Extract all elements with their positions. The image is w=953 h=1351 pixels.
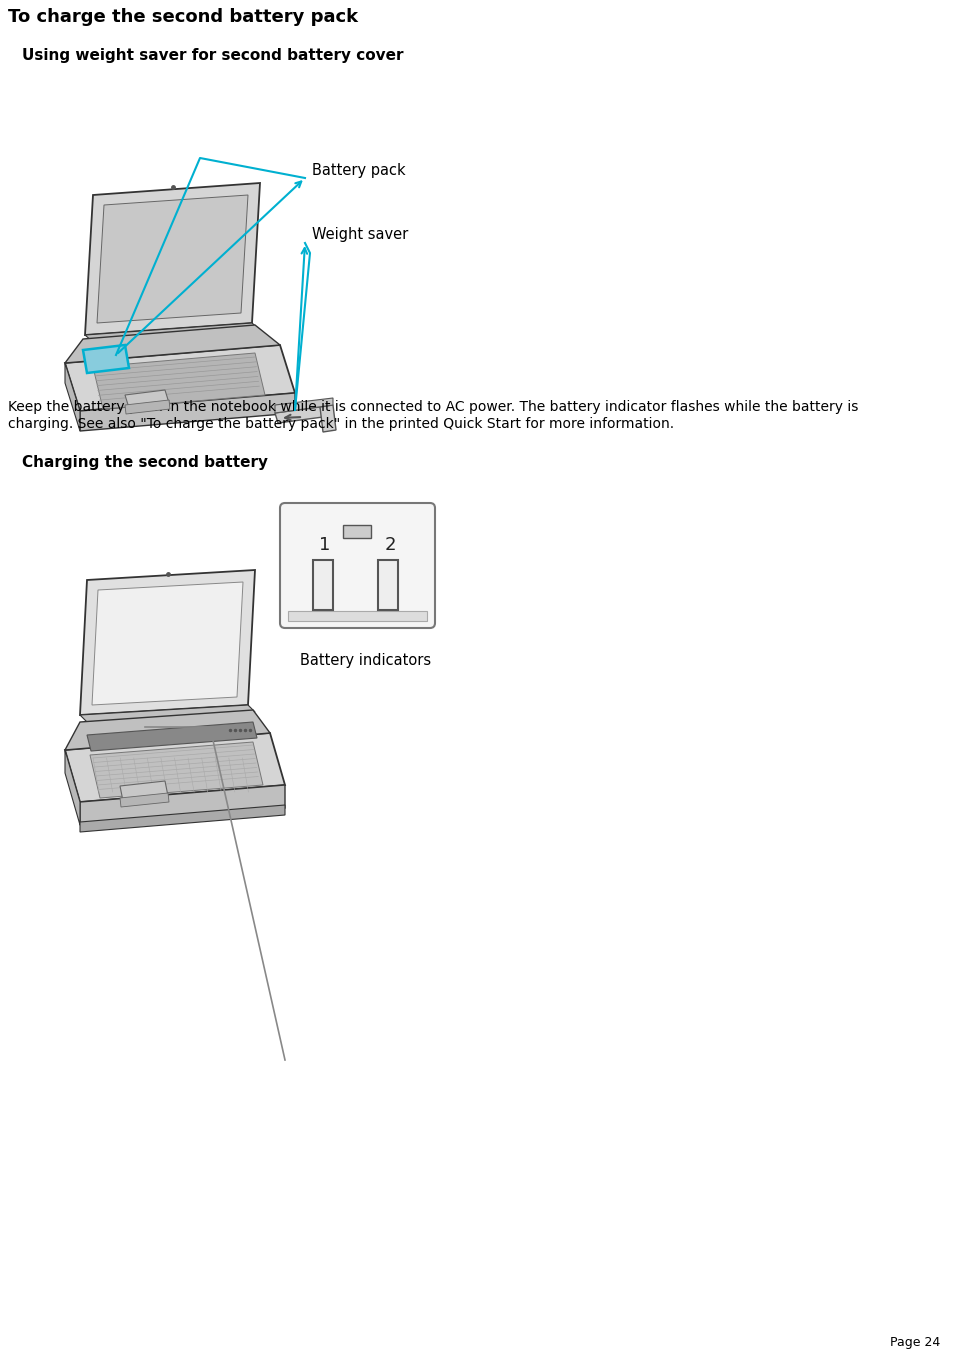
Polygon shape [85,182,260,335]
Text: Battery pack: Battery pack [312,162,405,177]
Polygon shape [274,399,333,413]
Polygon shape [91,582,243,705]
Polygon shape [65,363,80,431]
Polygon shape [87,721,256,751]
Polygon shape [120,793,169,807]
Polygon shape [65,734,285,802]
Polygon shape [274,407,323,423]
Bar [377,561,397,611]
Polygon shape [120,781,168,801]
Text: Charging the second battery: Charging the second battery [22,455,268,470]
Polygon shape [85,323,260,342]
Polygon shape [97,195,248,323]
Polygon shape [65,711,270,750]
Polygon shape [92,353,265,409]
Polygon shape [65,750,80,825]
Polygon shape [90,742,263,798]
Text: Keep the battery pack in the notebook while it is connected to AC power. The bat: Keep the battery pack in the notebook wh… [8,400,858,413]
Polygon shape [125,390,169,408]
Polygon shape [125,400,170,413]
Bar [288,611,427,621]
Text: Page 24: Page 24 [889,1336,939,1350]
FancyBboxPatch shape [280,503,435,628]
Bar [313,561,333,611]
Polygon shape [319,405,335,432]
Polygon shape [65,326,280,363]
Polygon shape [80,805,285,832]
Polygon shape [83,345,129,373]
Polygon shape [65,345,294,411]
Text: Using weight saver for second battery cover: Using weight saver for second battery co… [22,49,403,63]
Text: To charge the second battery pack: To charge the second battery pack [8,8,357,26]
FancyBboxPatch shape [343,526,371,538]
Text: charging. See also "To charge the battery pack" in the printed Quick Start for m: charging. See also "To charge the batter… [8,417,674,431]
Text: 1: 1 [319,536,331,554]
Polygon shape [80,570,254,715]
Polygon shape [80,393,294,431]
Text: Battery indicators: Battery indicators [299,653,431,667]
Text: Weight saver: Weight saver [312,227,408,242]
Polygon shape [80,785,285,825]
Text: 2: 2 [384,536,395,554]
Polygon shape [80,705,254,721]
